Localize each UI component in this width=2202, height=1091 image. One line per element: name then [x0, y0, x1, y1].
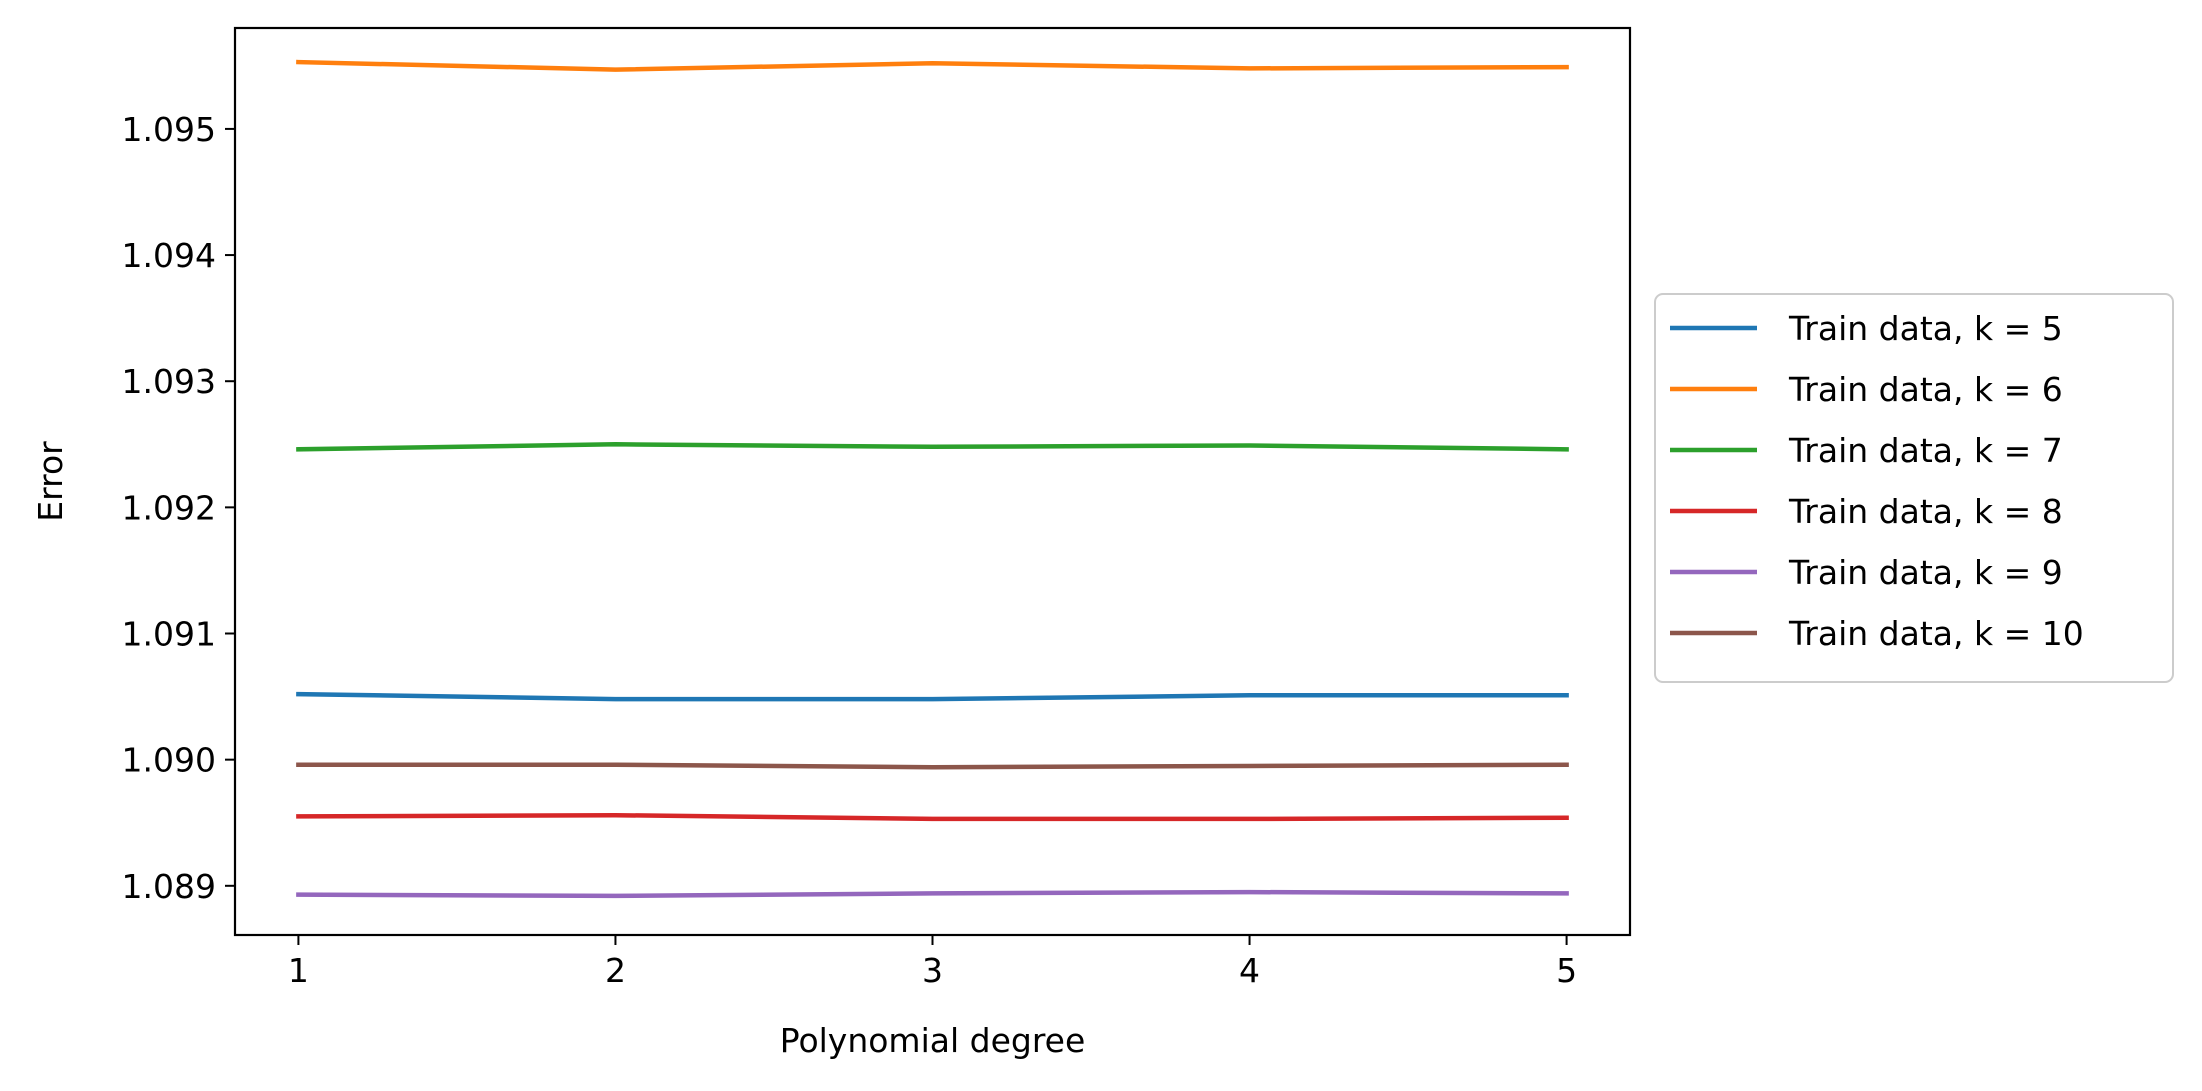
legend-label: Train data, k = 7: [1788, 431, 2063, 470]
legend-label: Train data, k = 6: [1788, 370, 2063, 409]
x-tick-label: 1: [288, 951, 309, 990]
series-line: [296, 691, 1569, 702]
y-tick-label: 1.095: [122, 110, 216, 149]
x-tick-label: 5: [1556, 951, 1577, 990]
legend-frame: [1654, 293, 2174, 683]
legend-label: Train data, k = 10: [1788, 614, 2084, 653]
x-tick-label: 4: [1239, 951, 1260, 990]
legend-item: Train data, k = 9: [1670, 553, 2063, 592]
y-tick-label: 1.092: [122, 488, 216, 527]
y-tick-label: 1.094: [122, 236, 216, 275]
x-tick-label: 3: [922, 951, 943, 990]
legend-label: Train data, k = 5: [1788, 309, 2063, 348]
series-line: [296, 442, 1569, 452]
x-tick-label: 2: [605, 951, 626, 990]
legend: Train data, k = 5 Train data, k = 6 Train …: [1654, 293, 2174, 683]
legend-item: Train data, k = 8: [1670, 492, 2063, 531]
legend-item: Train data, k = 5: [1670, 309, 2063, 348]
y-axis-label: Error: [31, 441, 70, 522]
plot-area: [233, 26, 1632, 937]
y-tick-label: 1.089: [122, 867, 216, 906]
y-tick-label: 1.090: [122, 741, 216, 780]
axes-background: [235, 28, 1630, 935]
y-tick-label: 1.093: [122, 362, 216, 401]
series-line: [296, 59, 1569, 72]
legend-items: Train data, k = 5 Train data, k = 6 Train …: [1670, 309, 2084, 653]
series-line: [296, 889, 1569, 899]
series-line: [296, 762, 1569, 770]
y-axis: 1.089 1.090 1.091 1.092 1.093 1.094 1.095: [122, 110, 235, 906]
legend-label: Train data, k = 9: [1788, 553, 2063, 592]
x-axis: 1 2 3 4 5: [288, 935, 1577, 990]
y-tick-label: 1.091: [122, 615, 216, 654]
legend-item: Train data, k = 7: [1670, 431, 2063, 470]
legend-item: Train data, k = 10: [1670, 614, 2084, 653]
legend-item: Train data, k = 6: [1670, 370, 2063, 409]
x-axis-label: Polynomial degree: [780, 1021, 1086, 1060]
series-line: [296, 812, 1569, 822]
series-layer: [296, 59, 1569, 899]
legend-label: Train data, k = 8: [1788, 492, 2063, 531]
